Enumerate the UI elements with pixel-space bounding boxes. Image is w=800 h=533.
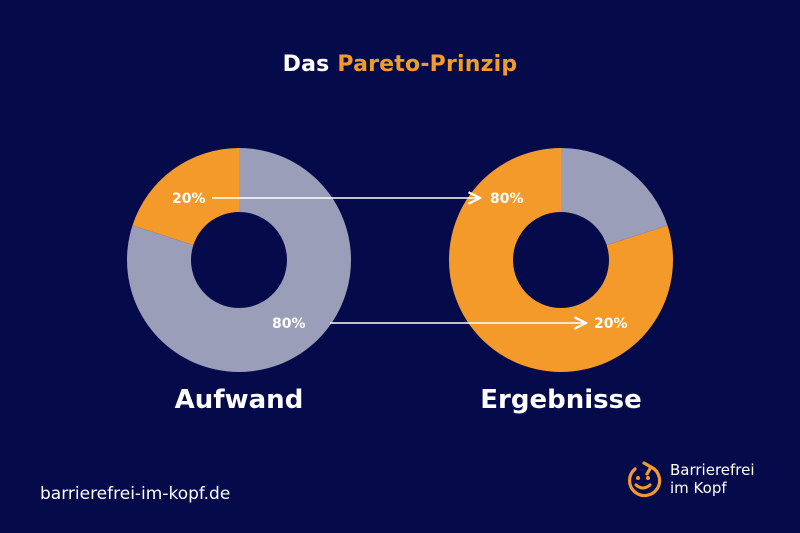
brand-line1: Barrierefrei xyxy=(670,461,755,479)
page-title: Das Pareto-Prinzip xyxy=(0,52,800,77)
title-part2: Pareto-Prinzip xyxy=(337,52,518,77)
donut-chart-aufwand xyxy=(127,148,352,373)
caption-ergebnisse: Ergebnisse xyxy=(480,385,642,415)
donut-segment-ergebnisse-80 xyxy=(449,148,673,372)
label-ergebnisse-80: 80% xyxy=(490,191,524,207)
label-ergebnisse-20: 20% xyxy=(594,316,628,332)
donut-chart-ergebnisse xyxy=(449,148,673,372)
brand-line2: im Kopf xyxy=(670,479,727,497)
brand-name: Barrierefrei im Kopf xyxy=(670,461,755,497)
caption-aufwand: Aufwand xyxy=(174,385,304,415)
brand: Barrierefrei im Kopf xyxy=(622,455,792,505)
label-aufwand-20: 20% xyxy=(172,191,206,207)
donut-segment-aufwand-20 xyxy=(132,148,239,246)
label-aufwand-80: 80% xyxy=(272,316,306,332)
title-part1: Das xyxy=(282,52,330,77)
footer-url: barrierefrei-im-kopf.de xyxy=(40,484,231,504)
smiley-circle-arrow-icon xyxy=(627,461,662,498)
donut-segment-aufwand-80 xyxy=(127,148,352,373)
donut-segment-ergebnisse-20 xyxy=(561,148,668,246)
